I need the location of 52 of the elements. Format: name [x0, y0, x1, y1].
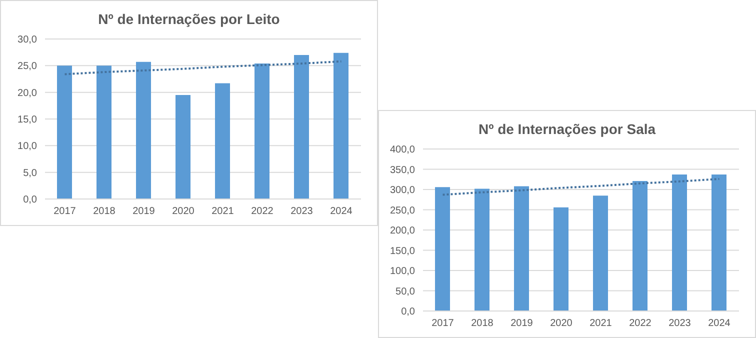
x-tick-label: 2022 [629, 318, 652, 330]
y-tick-label: 300,0 [390, 185, 416, 196]
y-tick-label: 0,0 [401, 306, 416, 318]
x-tick-label: 2022 [251, 206, 274, 218]
bar [554, 207, 568, 311]
chart-title: Nº de Internações por Sala [477, 121, 657, 139]
bar [215, 83, 230, 199]
bar [136, 62, 151, 199]
x-tick-label: 2023 [290, 206, 314, 218]
bar [96, 66, 112, 199]
x-tick-label: 2024 [330, 206, 353, 218]
bar [334, 52, 348, 199]
x-tick-label: 2018 [93, 206, 116, 218]
x-tick-label: 2020 [550, 318, 573, 330]
bar [474, 188, 490, 311]
y-tick-label: 100,0 [390, 266, 416, 278]
bar [593, 196, 608, 311]
bar [294, 55, 309, 199]
bar [672, 174, 687, 311]
x-tick-label: 2024 [708, 318, 731, 330]
y-tick-label: 350,0 [390, 164, 416, 176]
y-tick-label: 20,0 [18, 88, 38, 99]
x-tick-label: 2018 [471, 318, 494, 330]
y-tick-label: 30,0 [18, 34, 38, 46]
y-tick-label: 250,0 [390, 205, 416, 216]
bar [254, 64, 270, 199]
x-tick-label: 2017 [54, 206, 76, 218]
y-tick-label: 0,0 [23, 194, 38, 206]
line-series [64, 60, 342, 76]
chart-title: Nº de Internações por Leito [97, 11, 281, 29]
bar [57, 66, 72, 199]
y-tick-label: 50,0 [396, 286, 416, 298]
bar [632, 180, 648, 311]
bar [176, 95, 190, 199]
x-tick-label: 2019 [132, 206, 156, 218]
x-tick-label: 2021 [590, 318, 612, 330]
y-tick-label: 25,0 [18, 61, 38, 72]
line-series [442, 178, 720, 196]
y-tick-label: 200,0 [390, 226, 416, 237]
x-tick-label: 2017 [432, 318, 454, 330]
x-tick-label: 2019 [510, 318, 534, 330]
y-tick-label: 15,0 [18, 114, 38, 126]
bar [712, 174, 726, 311]
y-tick-label: 150,0 [390, 246, 416, 257]
y-tick-label: 400,0 [390, 144, 416, 156]
y-tick-label: 10,0 [18, 141, 38, 152]
bar [435, 187, 450, 311]
x-tick-label: 2020 [172, 206, 195, 218]
y-tick-label: 5,0 [23, 168, 38, 179]
x-tick-label: 2023 [668, 318, 692, 330]
bar [514, 186, 529, 311]
x-tick-label: 2021 [212, 206, 234, 218]
